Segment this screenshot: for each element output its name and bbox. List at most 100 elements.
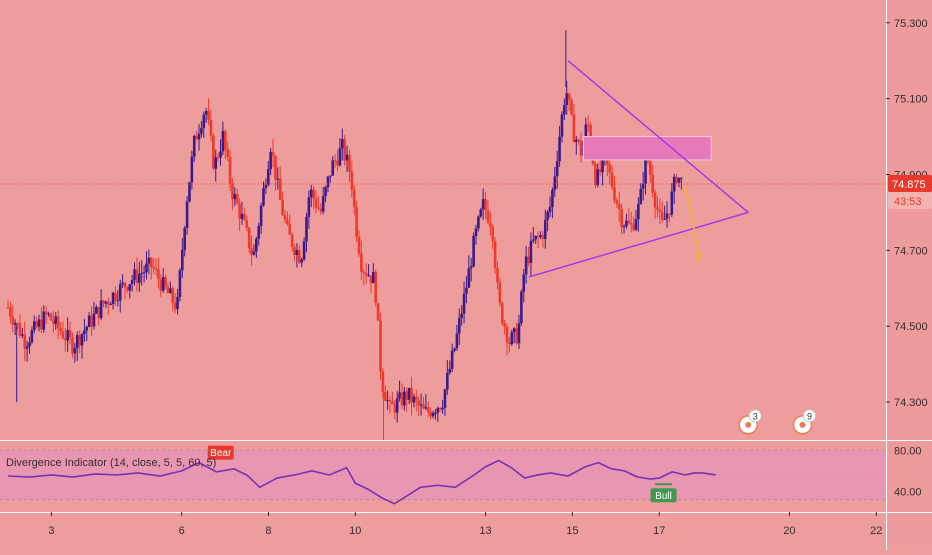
candle-up[interactable]	[520, 291, 523, 324]
candle-down[interactable]	[90, 315, 93, 327]
candle-up[interactable]	[66, 329, 69, 341]
candle-down[interactable]	[653, 192, 657, 208]
candle-down[interactable]	[164, 277, 167, 287]
candle-up[interactable]	[128, 284, 132, 291]
candle-down[interactable]	[152, 266, 155, 269]
candle-up[interactable]	[457, 318, 461, 334]
candle-down[interactable]	[106, 301, 110, 305]
candle-up[interactable]	[264, 184, 268, 189]
candle-up[interactable]	[565, 93, 569, 105]
candle-up[interactable]	[240, 213, 244, 219]
candle-down[interactable]	[577, 139, 580, 141]
candle-down[interactable]	[68, 329, 72, 337]
triangle-lower-line[interactable]	[528, 211, 749, 278]
candle-up[interactable]	[54, 316, 58, 324]
candle-down[interactable]	[56, 316, 60, 328]
candle-down[interactable]	[617, 203, 621, 210]
candle-up[interactable]	[176, 296, 179, 310]
candle-up[interactable]	[670, 191, 674, 215]
candle-down[interactable]	[154, 268, 158, 270]
candle-down[interactable]	[651, 174, 654, 193]
candle-up[interactable]	[453, 348, 456, 351]
candle-up[interactable]	[25, 346, 29, 349]
candle-up[interactable]	[140, 272, 144, 274]
candle-down[interactable]	[343, 139, 346, 161]
candle-down[interactable]	[508, 342, 511, 345]
candle-down[interactable]	[429, 411, 432, 417]
candle-up[interactable]	[345, 154, 349, 161]
candle-down[interactable]	[245, 219, 249, 228]
candle-up[interactable]	[644, 150, 647, 185]
candle-down[interactable]	[18, 323, 22, 336]
candle-up[interactable]	[522, 274, 526, 292]
candle-up[interactable]	[412, 396, 416, 403]
candle-down[interactable]	[333, 160, 337, 162]
candle-up[interactable]	[634, 219, 638, 230]
candle-up[interactable]	[479, 209, 483, 217]
candle-up[interactable]	[625, 220, 628, 227]
current-price-tag[interactable]	[888, 174, 932, 192]
candle-up[interactable]	[510, 332, 514, 345]
candle-down[interactable]	[357, 236, 361, 254]
candle-up[interactable]	[431, 412, 435, 417]
candle-down[interactable]	[658, 209, 662, 213]
candle-up[interactable]	[512, 328, 516, 333]
candle-down[interactable]	[243, 213, 246, 220]
candle-down[interactable]	[376, 302, 380, 321]
candle-down[interactable]	[422, 404, 425, 409]
candle-down[interactable]	[9, 307, 12, 317]
projection-arrow-shaft[interactable]	[684, 185, 702, 262]
candle-up[interactable]	[665, 213, 669, 219]
candle-up[interactable]	[73, 348, 77, 354]
candle-up[interactable]	[517, 323, 521, 344]
candle-up[interactable]	[443, 389, 447, 408]
candle-down[interactable]	[613, 187, 616, 201]
candle-down[interactable]	[278, 178, 282, 200]
candle-up[interactable]	[83, 330, 86, 335]
candle-down[interactable]	[23, 334, 27, 349]
candle-down[interactable]	[314, 198, 318, 208]
candle-up[interactable]	[147, 257, 151, 264]
candle-down[interactable]	[78, 335, 81, 346]
candle-down[interactable]	[114, 292, 117, 301]
candle-down[interactable]	[59, 327, 62, 332]
candle-down[interactable]	[102, 300, 105, 304]
candle-up[interactable]	[188, 182, 191, 202]
candle-down[interactable]	[627, 220, 631, 223]
candle-up[interactable]	[214, 157, 218, 169]
candle-up[interactable]	[574, 139, 578, 143]
candle-up[interactable]	[395, 398, 399, 413]
candle-down[interactable]	[123, 282, 127, 288]
candle-up[interactable]	[85, 326, 89, 331]
resistance-zone[interactable]	[582, 136, 712, 161]
candle-up[interactable]	[307, 197, 311, 217]
candle-down[interactable]	[391, 401, 394, 405]
candle-down[interactable]	[149, 257, 153, 267]
candle-down[interactable]	[298, 250, 301, 263]
candle-up[interactable]	[104, 301, 108, 304]
candle-up[interactable]	[190, 156, 194, 183]
candle-up[interactable]	[340, 139, 344, 149]
candle-up[interactable]	[558, 136, 561, 162]
candle-up[interactable]	[309, 189, 313, 198]
candle-down[interactable]	[498, 282, 502, 304]
candle-up[interactable]	[584, 124, 588, 141]
candle-up[interactable]	[197, 133, 201, 140]
candle-down[interactable]	[668, 213, 671, 215]
candle-up[interactable]	[118, 284, 122, 301]
candle-up[interactable]	[28, 342, 31, 347]
candle-down[interactable]	[195, 135, 198, 140]
candle-up[interactable]	[386, 400, 389, 402]
candle-down[interactable]	[207, 110, 210, 121]
candle-up[interactable]	[367, 275, 370, 277]
candle-up[interactable]	[185, 201, 189, 229]
candle-up[interactable]	[30, 330, 34, 343]
candle-up[interactable]	[192, 135, 196, 157]
candle-down[interactable]	[500, 303, 504, 324]
candle-up[interactable]	[47, 313, 50, 315]
candle-up[interactable]	[441, 407, 444, 410]
candle-up[interactable]	[300, 259, 303, 263]
candle-down[interactable]	[228, 157, 232, 184]
